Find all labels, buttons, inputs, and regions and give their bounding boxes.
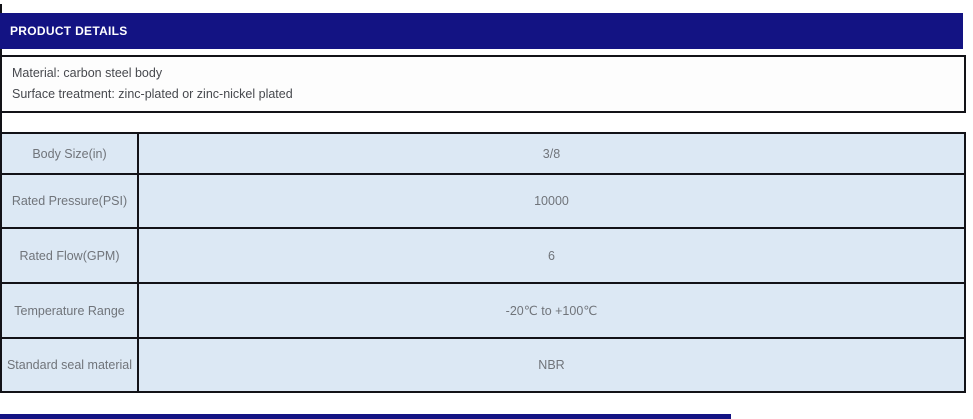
material-line: Material: carbon steel body (12, 66, 163, 80)
spec-label-cell: Standard seal material (2, 339, 139, 391)
spec-value-cell: 3/8 (542, 146, 561, 161)
spec-value-cell: NBR (538, 358, 565, 372)
section-title: PRODUCT DETAILS (10, 24, 128, 38)
table-row: Standard seal material NBR (2, 337, 964, 391)
surface-treatment-line: Surface treatment: zinc-plated or zinc-n… (12, 87, 293, 101)
spec-label-cell: Temperature Range (2, 284, 139, 337)
spec-value-cell: -20℃ to +100℃ (505, 304, 598, 318)
spec-label-cell: Rated Flow(GPM) (2, 229, 139, 282)
spec-table: Body Size(in) 3/8 Rated Pressure(PSI) 10… (0, 132, 966, 393)
spec-value-cell: 6 (548, 248, 555, 263)
spec-label-cell: Rated Pressure(PSI) (2, 175, 139, 227)
spec-label-cell: Body Size(in) (2, 134, 139, 173)
spec-value-cell: 10000 (534, 194, 569, 208)
table-row: Rated Flow(GPM) 6 (2, 227, 964, 282)
material-info-box: Material: carbon steel body Surface trea… (0, 55, 966, 113)
next-section-bar (0, 414, 731, 419)
table-row: Body Size(in) 3/8 (2, 134, 964, 173)
table-row: Rated Pressure(PSI) 10000 (2, 173, 964, 227)
table-row: Temperature Range -20℃ to +100℃ (2, 282, 964, 337)
product-details-header: PRODUCT DETAILS (0, 13, 963, 49)
